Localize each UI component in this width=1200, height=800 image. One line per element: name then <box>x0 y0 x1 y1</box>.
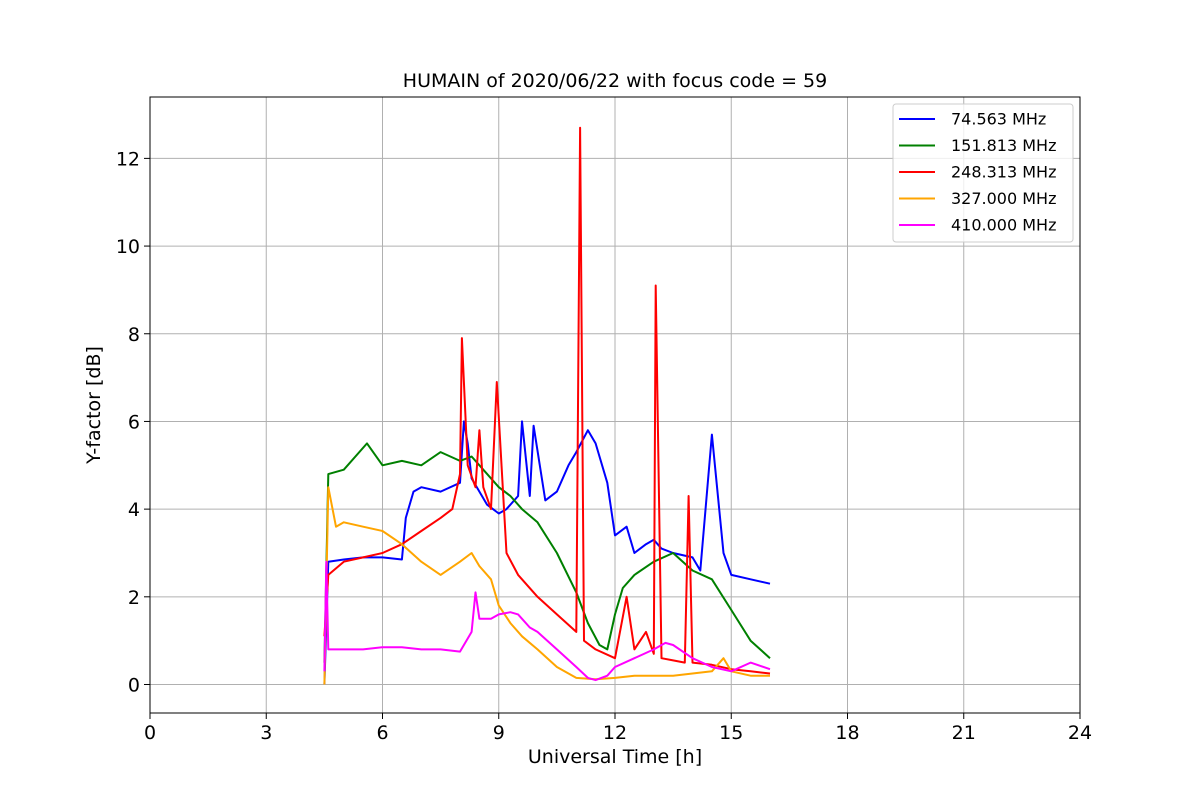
x-tick-label: 24 <box>1068 722 1092 744</box>
legend-label-2: 248.313 MHz <box>951 163 1056 182</box>
y-tick-label: 6 <box>128 411 140 433</box>
series-line-1 <box>323 442 771 663</box>
plot-series <box>323 126 771 685</box>
legend-label-1: 151.813 MHz <box>951 136 1056 155</box>
x-tick-label: 6 <box>376 722 388 744</box>
y-tick-label: 2 <box>128 587 140 609</box>
series-line-4 <box>323 560 771 682</box>
series-line-2 <box>323 126 771 675</box>
y-tick-label: 8 <box>128 324 140 346</box>
legend-label-3: 327.000 MHz <box>951 189 1056 208</box>
x-tick-label: 9 <box>493 722 505 744</box>
chart-title: HUMAIN of 2020/06/22 with focus code = 5… <box>403 70 827 92</box>
x-tick-label: 18 <box>835 722 859 744</box>
x-tick-label: 0 <box>144 722 156 744</box>
x-tick-label: 12 <box>603 722 627 744</box>
legend: 74.563 MHz 151.813 MHz 248.313 MHz 327.000 … <box>892 103 1074 243</box>
y-tick-label: 12 <box>116 148 140 170</box>
series-line-3 <box>323 486 770 685</box>
x-tick-label: 3 <box>260 722 272 744</box>
legend-label-4: 410.000 MHz <box>951 216 1056 235</box>
x-tick-label: 15 <box>719 722 743 744</box>
y-tick-label: 0 <box>128 675 140 697</box>
x-tick-label: 21 <box>952 722 976 744</box>
y-tick-label: 10 <box>116 236 140 258</box>
y-axis-label: Y-factor [dB] <box>83 346 105 465</box>
legend-label-0: 74.563 MHz <box>951 110 1046 129</box>
y-tick-label: 4 <box>128 499 140 521</box>
x-axis-label: Universal Time [h] <box>528 746 702 768</box>
legend-frame <box>892 103 1074 243</box>
